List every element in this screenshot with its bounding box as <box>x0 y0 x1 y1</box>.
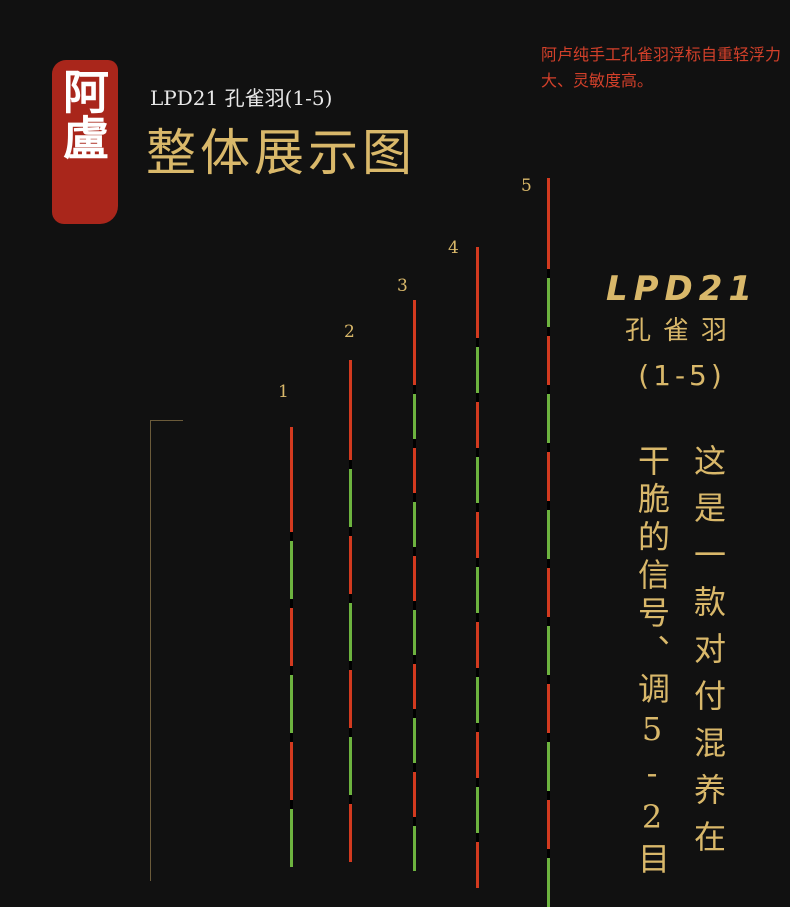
green-segment <box>413 826 416 871</box>
green-segment <box>290 809 293 867</box>
red-segment <box>476 247 479 338</box>
red-segment <box>547 568 550 617</box>
side-product-range: (1-5) <box>638 359 726 392</box>
red-segment <box>413 300 416 385</box>
float-label-5: 5 <box>521 176 532 196</box>
red-segment <box>547 452 550 501</box>
red-segment <box>476 622 479 668</box>
red-segment <box>547 336 550 385</box>
green-segment <box>547 742 550 791</box>
product-subtitle: LPD21 孔雀羽(1-5) <box>150 86 333 110</box>
red-segment <box>349 360 352 460</box>
green-segment <box>413 610 416 655</box>
float-1 <box>290 427 293 867</box>
green-segment <box>476 787 479 833</box>
red-segment <box>290 608 293 666</box>
red-segment <box>476 732 479 778</box>
green-segment <box>547 626 550 675</box>
float-label-4: 4 <box>448 238 459 258</box>
green-segment <box>476 677 479 723</box>
red-segment <box>547 178 550 269</box>
seal-text: 阿盧 <box>56 68 110 160</box>
red-segment <box>547 800 550 849</box>
product-note: 阿卢纯手工孔雀羽浮标自重轻浮力大、灵敏度高。 <box>541 45 782 90</box>
brand-seal-logo: 阿盧 <box>52 60 118 224</box>
red-segment <box>413 448 416 493</box>
red-segment <box>476 512 479 558</box>
green-segment <box>349 469 352 527</box>
description-column-2: 干脆的信号、调5-2目 <box>633 444 671 880</box>
green-segment <box>413 394 416 439</box>
green-segment <box>476 457 479 503</box>
page-title: 整体展示图 <box>146 124 416 182</box>
float-4 <box>476 247 479 888</box>
red-segment <box>476 402 479 448</box>
red-segment <box>413 772 416 817</box>
green-segment <box>413 502 416 547</box>
green-segment <box>547 278 550 327</box>
frame-line <box>150 420 183 881</box>
red-segment <box>476 842 479 888</box>
green-segment <box>476 567 479 613</box>
float-5 <box>547 178 550 907</box>
green-segment <box>547 510 550 559</box>
green-segment <box>547 858 550 907</box>
side-product-code: LPD21 <box>605 269 759 309</box>
red-segment <box>290 427 293 532</box>
green-segment <box>547 394 550 443</box>
green-segment <box>349 603 352 661</box>
red-segment <box>413 664 416 709</box>
side-product-name: 孔雀羽 <box>624 316 739 346</box>
float-2 <box>349 360 352 862</box>
description-column-1: 这是一款对付混养在 <box>689 444 727 867</box>
float-label-3: 3 <box>397 276 408 296</box>
green-segment <box>290 675 293 733</box>
red-segment <box>413 556 416 601</box>
red-segment <box>290 742 293 800</box>
red-segment <box>349 536 352 594</box>
float-label-1: 1 <box>278 382 289 402</box>
green-segment <box>349 737 352 795</box>
green-segment <box>290 541 293 599</box>
green-segment <box>476 347 479 393</box>
red-segment <box>349 670 352 728</box>
float-label-2: 2 <box>344 322 355 342</box>
red-segment <box>349 804 352 862</box>
green-segment <box>413 718 416 763</box>
red-segment <box>547 684 550 733</box>
float-3 <box>413 300 416 871</box>
